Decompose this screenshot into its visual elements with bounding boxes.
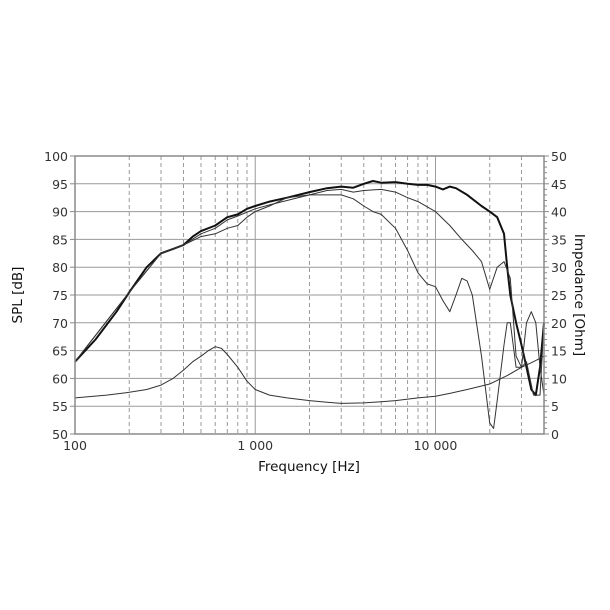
y2-tick-label: 40 <box>551 205 567 220</box>
curves <box>74 180 545 429</box>
x-tick-label: 100 <box>63 438 87 453</box>
y2-tick-label: 30 <box>551 260 567 275</box>
y2-tick-label: 25 <box>551 288 567 303</box>
y-tick-label: 50 <box>52 427 68 442</box>
y-tick-label: 60 <box>52 371 68 386</box>
y2-tick-label: 50 <box>551 149 567 164</box>
y-axis-label: SPL [dB] <box>10 267 26 324</box>
x-tick-label: 1 000 <box>237 438 273 453</box>
y2-axis-label: Impedance [Ohm] <box>571 234 587 356</box>
plot-frame <box>70 155 549 435</box>
y-tick-label: 55 <box>52 399 68 414</box>
grid <box>74 155 545 435</box>
curve-spl-60- <box>74 194 545 429</box>
y2-tick-label: 5 <box>551 399 559 414</box>
tick-labels: 50 55 60 65 70 75 80 85 90 95 100 0 5 10 15 20 25 30 35 40 4… <box>44 149 567 453</box>
y-tick-label: 65 <box>52 344 68 359</box>
y2-tick-label: 20 <box>551 316 567 331</box>
y2-tick-label: 45 <box>551 177 567 192</box>
y2-tick-label: 35 <box>551 232 567 247</box>
y-tick-label: 85 <box>52 232 68 247</box>
curve-spl-30- <box>74 188 545 396</box>
y-tick-label: 90 <box>52 205 68 220</box>
y-tick-label: 95 <box>52 177 68 192</box>
y-tick-label: 80 <box>52 260 68 275</box>
curve-spl-0- <box>74 180 545 397</box>
y2-tick-label: 10 <box>551 371 567 386</box>
x-axis-label: Frequency [Hz] <box>258 459 360 475</box>
y2-tick-label: 15 <box>551 344 567 359</box>
y2-tick-label: 0 <box>551 427 559 442</box>
curve-impedance <box>74 346 545 404</box>
y-tick-label: 70 <box>52 316 68 331</box>
x-tick-label: 10 000 <box>414 438 458 453</box>
y-tick-label: 100 <box>44 149 68 164</box>
y-tick-label: 75 <box>52 288 68 303</box>
